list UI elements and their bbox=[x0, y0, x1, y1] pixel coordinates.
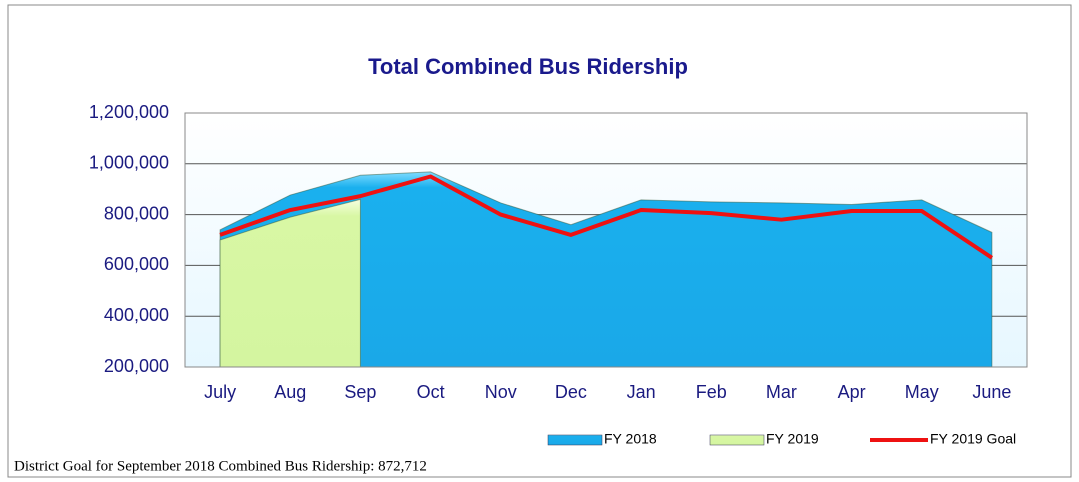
y-tick-label: 800,000 bbox=[104, 203, 169, 223]
legend-swatch bbox=[547, 434, 603, 446]
x-tick-label: Nov bbox=[485, 382, 517, 402]
y-tick-label: 1,000,000 bbox=[89, 153, 169, 173]
x-tick-label: Jan bbox=[627, 382, 656, 402]
x-tick-label: June bbox=[972, 382, 1011, 402]
legend-label: FY 2018 bbox=[604, 431, 657, 447]
plot-border bbox=[184, 112, 1028, 368]
area bbox=[219, 171, 993, 368]
y-tick-label: 1,200,000 bbox=[89, 102, 169, 122]
y-tick-label: 400,000 bbox=[104, 305, 169, 325]
x-tick-label: Sep bbox=[344, 382, 376, 402]
x-tick-label: Aug bbox=[274, 382, 306, 402]
x-tick-label: Oct bbox=[417, 382, 445, 402]
x-tick-label: Feb bbox=[696, 382, 727, 402]
y-tick-label: 200,000 bbox=[104, 356, 169, 376]
x-tick-label: May bbox=[905, 382, 939, 402]
x-tick-label: Mar bbox=[766, 382, 797, 402]
legend-label: FY 2019 bbox=[766, 431, 819, 447]
x-tick-label: Apr bbox=[838, 382, 866, 402]
legend-label: FY 2019 Goal bbox=[930, 431, 1016, 447]
chart-title: Total Combined Bus Ridership bbox=[368, 54, 688, 79]
footnote: District Goal for September 2018 Combine… bbox=[14, 458, 427, 474]
x-tick-label: July bbox=[204, 382, 236, 402]
legend-swatch bbox=[709, 434, 765, 446]
y-tick-label: 600,000 bbox=[104, 254, 169, 274]
x-tick-label: Dec bbox=[555, 382, 587, 402]
line bbox=[219, 174, 994, 260]
